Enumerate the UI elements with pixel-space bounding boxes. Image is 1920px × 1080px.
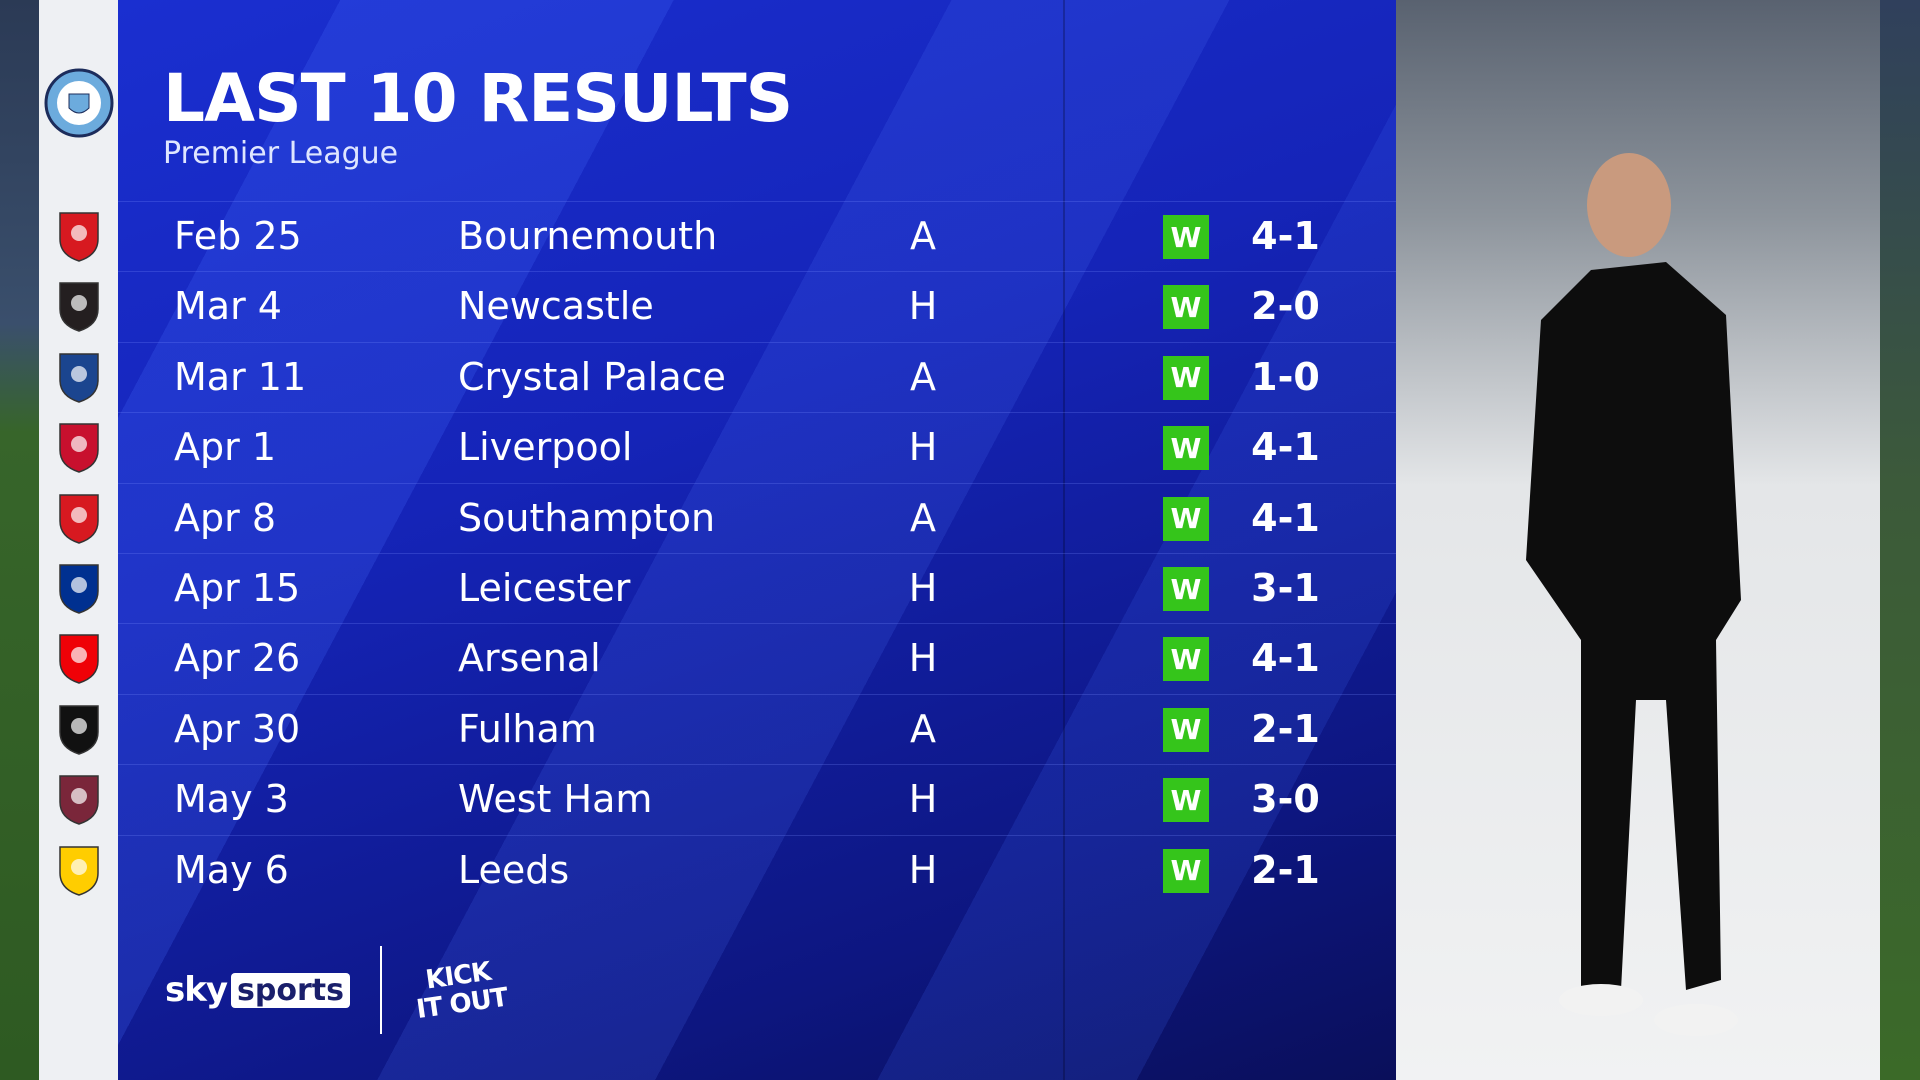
result-badge: W xyxy=(1163,707,1209,752)
opponent-crest-icon xyxy=(54,419,104,475)
result-row: Mar 11 Crystal Palace A W 1-0 xyxy=(118,341,1396,412)
result-badge: W xyxy=(1163,215,1209,259)
opponent-crest-icon xyxy=(54,560,104,616)
score: 2-1 xyxy=(1251,706,1320,751)
manager-figure-icon xyxy=(1526,153,1741,1036)
manager-photo xyxy=(1396,0,1880,1080)
result-row: Feb 25 Bournemouth A W 4-1 xyxy=(118,201,1396,271)
venue: H xyxy=(908,566,938,610)
result-row: Apr 15 Leicester H W 3-1 xyxy=(118,553,1396,623)
opponent-name: Newcastle xyxy=(458,284,654,329)
match-date: Apr 8 xyxy=(174,495,276,540)
opponent-name: Liverpool xyxy=(458,425,633,470)
opponent-crest-icon xyxy=(54,490,104,546)
score: 2-0 xyxy=(1251,284,1320,329)
match-date: Apr 26 xyxy=(174,636,301,681)
opponent-crest-icon xyxy=(54,278,104,334)
score: 3-0 xyxy=(1251,777,1320,822)
score: 2-1 xyxy=(1251,847,1320,892)
man-city-crest-icon xyxy=(44,68,114,138)
opponent-name: Crystal Palace xyxy=(458,354,726,399)
branding-divider xyxy=(379,946,382,1034)
score: 3-1 xyxy=(1251,566,1320,610)
venue: A xyxy=(910,354,936,399)
result-row: Apr 8 Southampton A W 4-1 xyxy=(118,482,1396,553)
opponent-crest-icon xyxy=(54,842,104,898)
match-date: Feb 25 xyxy=(174,214,302,258)
venue: H xyxy=(908,847,938,892)
stadium-background-left xyxy=(0,0,39,1080)
sports-logo: sports xyxy=(231,972,350,1008)
score: 4-1 xyxy=(1251,636,1320,681)
result-badge: W xyxy=(1163,285,1209,330)
result-row: May 3 West Ham H W 3-0 xyxy=(118,764,1396,834)
score: 4-1 xyxy=(1251,214,1320,258)
opponent-name: Arsenal xyxy=(458,636,601,681)
match-date: Apr 30 xyxy=(174,706,301,751)
match-date: May 3 xyxy=(174,777,289,822)
page-title: LAST 10 RESULTS xyxy=(163,60,793,137)
result-row: Mar 4 Newcastle H W 2-0 xyxy=(118,271,1396,341)
broadcaster-branding: sky sports KICK IT OUT xyxy=(165,945,509,1035)
opponent-name: Fulham xyxy=(458,706,597,751)
opponent-name: Southampton xyxy=(458,495,716,540)
venue: A xyxy=(910,495,936,540)
score: 4-1 xyxy=(1251,495,1320,540)
stadium-background-right xyxy=(1880,0,1920,1080)
venue: H xyxy=(908,636,938,681)
score: 1-0 xyxy=(1251,354,1320,399)
match-date: Mar 4 xyxy=(174,284,282,329)
result-badge: W xyxy=(1163,426,1209,471)
result-row: May 6 Leeds H W 2-1 xyxy=(118,834,1396,905)
venue: H xyxy=(908,425,938,470)
sky-logo: sky xyxy=(165,970,228,1010)
opponent-name: West Ham xyxy=(458,777,653,822)
kick-it-out-logo: KICK IT OUT xyxy=(414,956,510,1026)
venue: A xyxy=(910,214,936,258)
opponent-name: Leicester xyxy=(458,566,631,610)
results-panel: LAST 10 RESULTS Premier League sky sport… xyxy=(118,0,1396,1080)
match-date: Mar 11 xyxy=(174,354,307,399)
result-badge: W xyxy=(1163,496,1209,541)
venue: H xyxy=(908,284,938,329)
opponent-crest-icon xyxy=(54,208,104,264)
venue: H xyxy=(908,777,938,822)
result-badge: W xyxy=(1163,848,1209,893)
opponent-name: Leeds xyxy=(458,847,570,892)
result-badge: W xyxy=(1163,567,1209,611)
result-badge: W xyxy=(1163,355,1209,400)
opponent-name: Bournemouth xyxy=(458,214,718,258)
opponent-crest-icon xyxy=(54,349,104,405)
match-date: Apr 1 xyxy=(174,425,276,470)
opponent-crest-icon xyxy=(54,701,104,757)
result-row: Apr 1 Liverpool H W 4-1 xyxy=(118,412,1396,482)
competition-subtitle: Premier League xyxy=(163,136,399,171)
opponent-crest-icon xyxy=(54,771,104,827)
result-badge: W xyxy=(1163,637,1209,682)
match-date: Apr 15 xyxy=(174,566,301,610)
result-row: Apr 26 Arsenal H W 4-1 xyxy=(118,623,1396,693)
result-row: Apr 30 Fulham A W 2-1 xyxy=(118,693,1396,764)
match-date: May 6 xyxy=(174,847,289,892)
column-divider xyxy=(1063,0,1065,1080)
score: 4-1 xyxy=(1251,425,1320,470)
result-badge: W xyxy=(1163,778,1209,823)
venue: A xyxy=(910,706,936,751)
opponent-crest-icon xyxy=(54,630,104,686)
crest-column xyxy=(39,0,118,1080)
